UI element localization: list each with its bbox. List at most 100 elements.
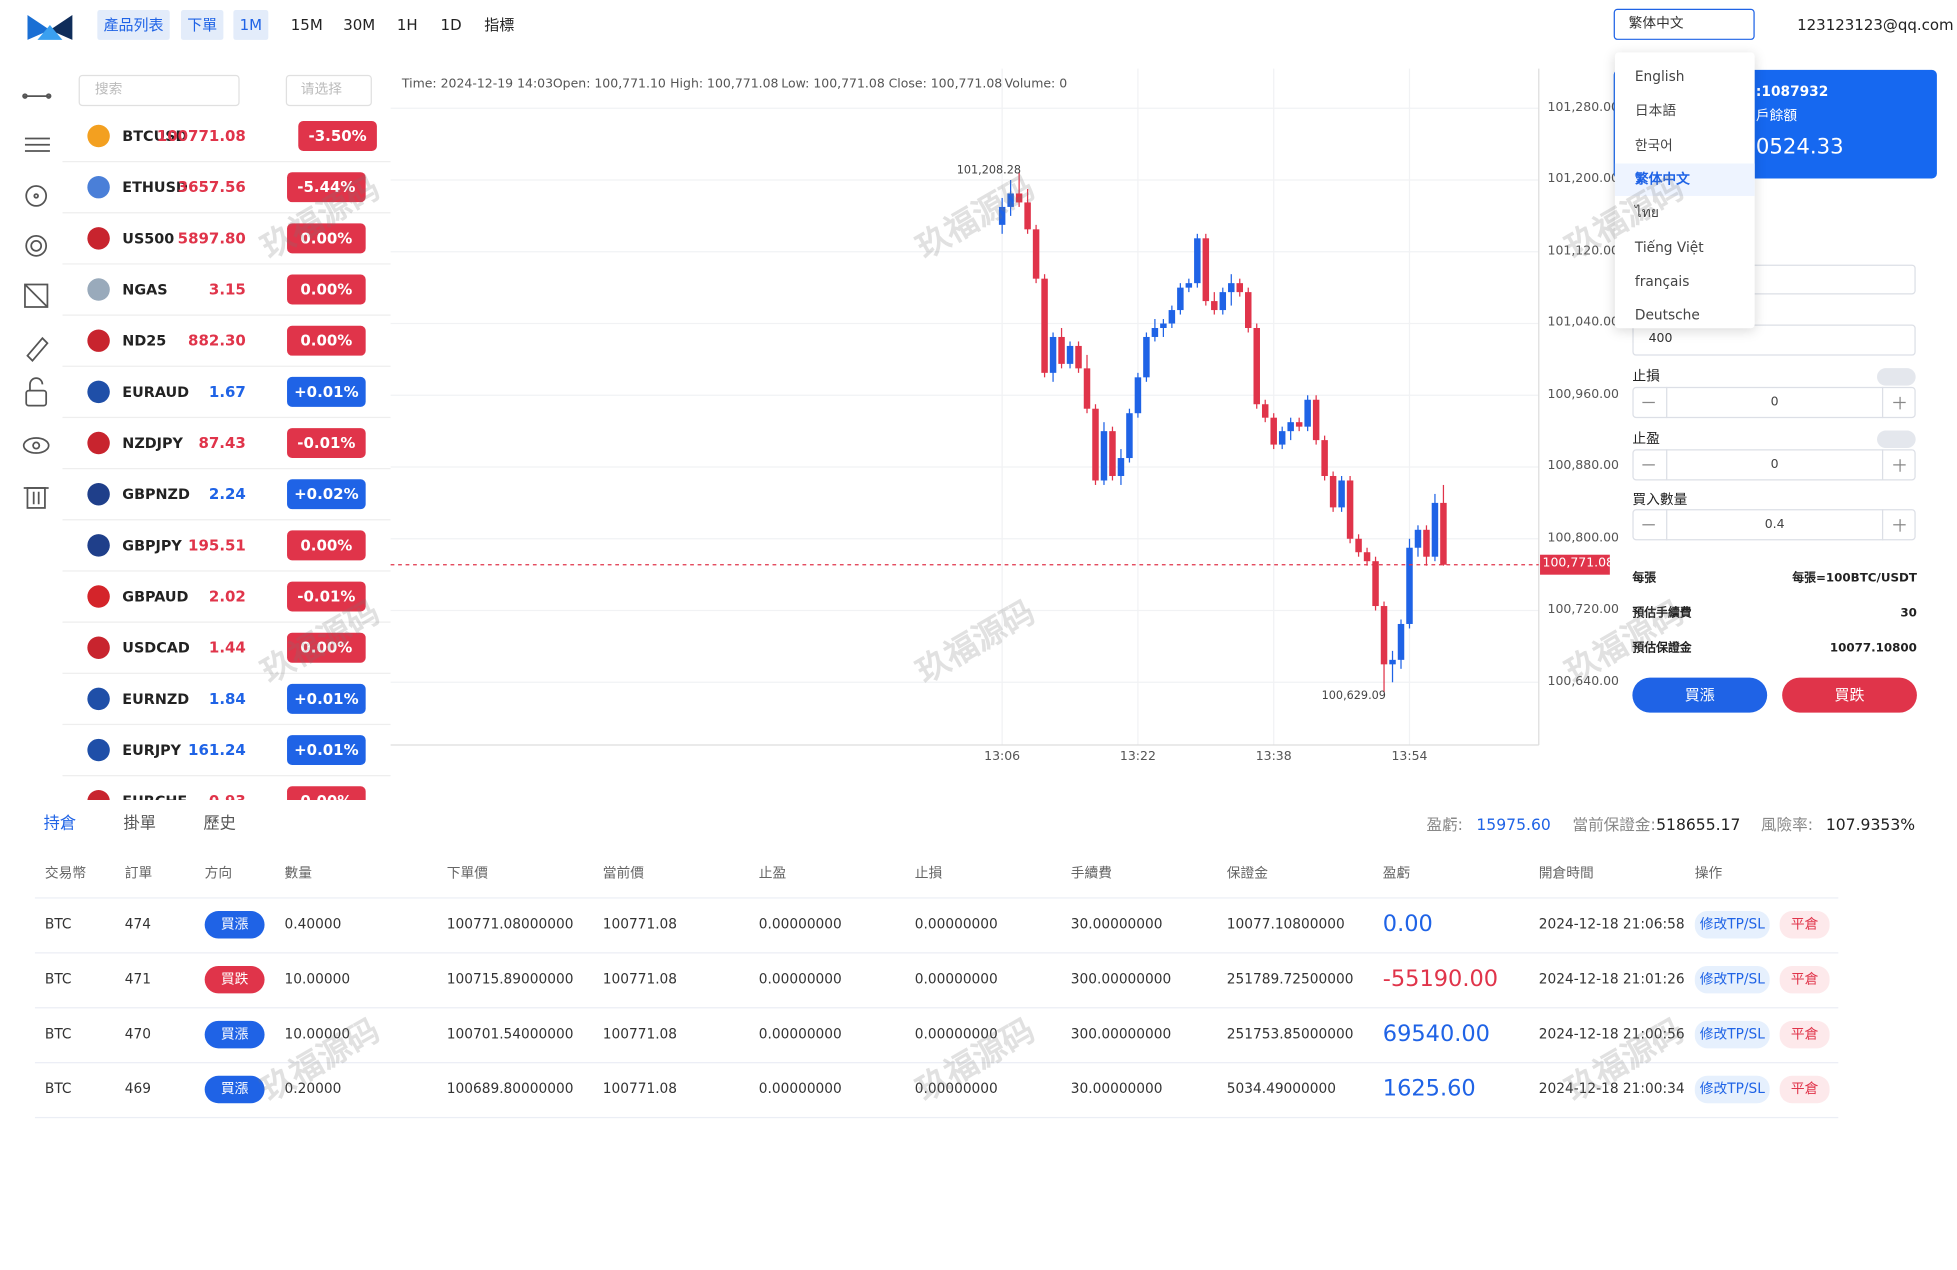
nav-item[interactable]: 1H [396, 16, 418, 34]
search-input[interactable] [78, 74, 240, 107]
product-list: BTCUSD 100771.08 -3.50% ETHUSD 3657.56 -5.44%… [62, 111, 391, 800]
nav-item[interactable]: 下單 [180, 9, 224, 40]
language-value: 繁体中文 [1628, 14, 1684, 32]
profit-loss: -55190.00 [1382, 965, 1499, 993]
close-button[interactable]: 平倉 [1779, 965, 1830, 994]
product-row[interactable]: GBPJPY 195.51 0.00% [62, 520, 391, 572]
product-row[interactable]: GBPNZD 2.24 +0.02% [62, 469, 391, 521]
buy-down-button[interactable]: 買跌 [1782, 677, 1917, 713]
table-cell: 10.00000 [284, 1025, 351, 1043]
close-button[interactable]: 平倉 [1779, 1020, 1830, 1049]
candle-body [1270, 417, 1277, 445]
product-icon [87, 585, 110, 608]
product-row[interactable]: NZDJPY 87.43 -0.01% [62, 418, 391, 470]
product-price: 195.51 [188, 536, 246, 555]
position-tab[interactable]: 持倉 [43, 814, 77, 834]
candle-body [1355, 538, 1362, 553]
input-box[interactable] [1632, 386, 1916, 419]
toggle[interactable] [1876, 430, 1916, 449]
input-box[interactable] [1632, 449, 1916, 481]
nav-item[interactable]: 30M [343, 16, 376, 34]
filter-select[interactable] [285, 74, 372, 107]
input-divider [1881, 449, 1884, 481]
product-row[interactable]: EURAUD 1.67 +0.01% [62, 367, 391, 419]
close-button[interactable]: 平倉 [1779, 911, 1830, 939]
product-symbol: GBPNZD [122, 485, 190, 503]
table-cell: 0.00000000 [914, 970, 998, 988]
product-row[interactable]: EURCHF0.93 0.00% [62, 776, 390, 800]
product-price: 1.44 [208, 638, 246, 657]
modify-button[interactable]: 修改TP/SL [1694, 911, 1770, 939]
product-change: 0.00% [287, 223, 366, 254]
buy-up-button[interactable]: 買漲 [1632, 677, 1768, 713]
product-icon [87, 278, 110, 301]
table-cell: 100689.80000000 [446, 1080, 574, 1097]
table-cell: 0.00000000 [914, 1080, 998, 1097]
language-option[interactable]: 繁体中文 [1614, 163, 1755, 196]
candle-body [1261, 404, 1269, 418]
order-select[interactable] [1632, 324, 1916, 356]
language-option[interactable]: français [1634, 273, 1690, 290]
table-cell: 300.00000000 [1070, 970, 1172, 988]
language-option[interactable]: ไทย [1634, 204, 1659, 222]
table-cell: 300.00000000 [1070, 1025, 1172, 1043]
product-row[interactable]: EURNZD 1.84 +0.01% [62, 674, 391, 726]
product-row[interactable]: ND25 882.30 0.00% [62, 316, 391, 367]
language-option[interactable]: 한국어 [1634, 136, 1673, 153]
detail-label: 預估保證金 [1632, 641, 1692, 656]
detail-value: 10077.10800 [1829, 641, 1917, 656]
modify-button[interactable]: 修改TP/SL [1694, 965, 1770, 994]
language-option[interactable]: 日本語 [1634, 102, 1677, 119]
table-cell: 100701.54000000 [446, 1025, 574, 1043]
y-tick-label: 100,800.00 [1547, 531, 1619, 546]
table-cell: BTC [44, 1025, 72, 1043]
position-tab[interactable]: 掛單 [123, 814, 157, 834]
product-icon [87, 329, 110, 352]
product-row[interactable]: US500 5897.80 0.00% [62, 213, 391, 265]
table-cell: 0.00000000 [758, 1025, 842, 1043]
table-cell: BTC [44, 1080, 72, 1097]
row-divider [34, 952, 1839, 954]
product-row[interactable]: BTCUSD 100771.08 -3.50% [62, 111, 391, 163]
nav-item[interactable]: 1D [440, 16, 462, 34]
table-header: 訂單 [124, 864, 153, 882]
plus-button[interactable] [1898, 458, 1901, 472]
direction-tag: 買漲 [204, 1075, 265, 1104]
minus-button[interactable] [1642, 464, 1655, 466]
candle-body [1092, 408, 1099, 481]
language-select[interactable] [1613, 8, 1755, 40]
plus-button[interactable] [1898, 518, 1901, 532]
candle-body [1041, 278, 1048, 373]
language-option[interactable]: English [1634, 68, 1685, 85]
product-row[interactable]: GBPAUD 2.02 -0.01% [62, 572, 391, 623]
minus-button[interactable] [1642, 401, 1655, 404]
tool-icons[interactable] [20, 81, 55, 512]
table-cell: 30.00000000 [1070, 916, 1163, 933]
input-box[interactable] [1632, 509, 1916, 541]
high-annotation: 101,208.28 [956, 165, 1022, 178]
nav-item[interactable]: 1M [233, 9, 269, 40]
product-symbol: GBPJPY [122, 536, 182, 555]
position-tab[interactable]: 歷史 [203, 814, 236, 834]
product-row[interactable]: EURJPY 161.24 +0.01% [62, 725, 391, 777]
nav-item[interactable]: 15M [290, 16, 323, 34]
candle-body [1372, 561, 1379, 607]
product-row[interactable]: ETHUSD 3657.56 -5.44% [62, 162, 391, 214]
modify-button[interactable]: 修改TP/SL [1694, 1075, 1770, 1104]
product-row[interactable]: NGAS 3.15 0.00% [62, 265, 391, 316]
input-divider [1881, 509, 1884, 541]
language-option[interactable]: Deutsche [1634, 307, 1700, 324]
plus-button[interactable] [1898, 396, 1901, 409]
ohlc-info: Volume: 0 [1004, 77, 1068, 92]
close-button[interactable]: 平倉 [1779, 1075, 1830, 1104]
minus-button[interactable] [1642, 524, 1655, 526]
logo[interactable] [27, 12, 74, 42]
product-row[interactable]: USDCAD 1.44 0.00% [62, 623, 391, 674]
product-icon [87, 175, 110, 199]
nav-item[interactable]: 指標 [484, 16, 515, 34]
toggle[interactable] [1876, 368, 1916, 386]
modify-button[interactable]: 修改TP/SL [1694, 1020, 1770, 1049]
nav-item[interactable]: 產品列表 [97, 9, 170, 40]
ohlc-info: Low: 100,771.08 [781, 77, 885, 92]
language-option[interactable]: Tiếng Việt [1634, 238, 1704, 256]
